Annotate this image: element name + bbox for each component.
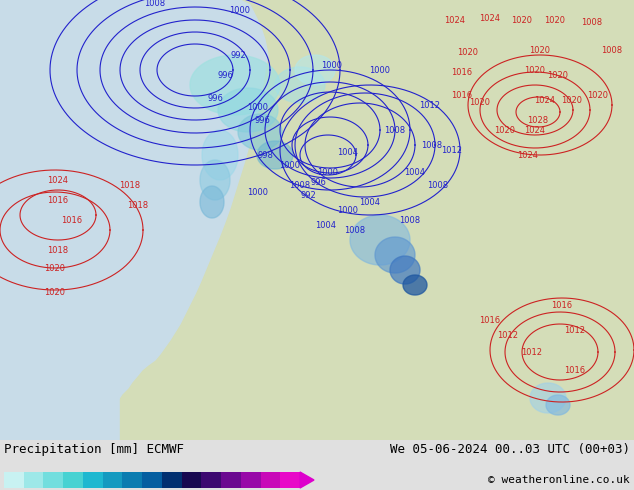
Bar [63,472,83,488]
Text: 996: 996 [207,94,223,102]
Text: 1016: 1016 [451,68,472,76]
Text: 1024: 1024 [524,125,545,135]
Text: 1024: 1024 [479,14,500,23]
Text: 1008: 1008 [602,46,623,54]
Text: 1020: 1020 [562,96,583,104]
Polygon shape [257,141,293,169]
Text: 1016: 1016 [564,366,586,374]
Text: 1000: 1000 [337,205,358,215]
Bar [4,472,23,488]
Polygon shape [300,472,314,488]
Text: 1000: 1000 [247,188,269,196]
Text: 1004: 1004 [404,168,425,176]
Text: 1012: 1012 [564,325,586,335]
Text: 1000: 1000 [321,60,342,70]
Text: 1028: 1028 [527,116,548,124]
Bar [44,472,63,488]
Text: 1000: 1000 [280,161,301,170]
Text: 1016: 1016 [451,91,472,99]
Bar [23,472,44,488]
Text: 1020: 1020 [458,48,479,56]
Text: 1000: 1000 [247,102,269,112]
Text: We 05-06-2024 00..03 UTC (00+03): We 05-06-2024 00..03 UTC (00+03) [390,443,630,456]
Text: 1008: 1008 [581,18,602,26]
Text: 1008: 1008 [145,0,165,7]
Bar [221,472,241,488]
Polygon shape [238,114,282,150]
Text: 1018: 1018 [119,180,141,190]
Text: 1008: 1008 [384,125,406,135]
Text: 992: 992 [300,191,316,199]
Text: 1008: 1008 [399,216,420,224]
Polygon shape [350,215,410,265]
Text: 1020: 1020 [44,288,65,296]
Text: 1016: 1016 [552,300,573,310]
Text: 996: 996 [310,177,326,187]
Polygon shape [546,395,570,415]
Bar [122,472,142,488]
Text: 1012: 1012 [522,347,543,357]
Polygon shape [390,256,420,284]
Text: 1012: 1012 [441,146,462,154]
Text: 1020: 1020 [470,98,491,106]
Text: 996: 996 [217,71,233,79]
Text: 1000: 1000 [370,66,391,74]
Text: 1008: 1008 [290,180,311,190]
Text: 1020: 1020 [524,66,545,74]
Text: 1008: 1008 [422,141,443,149]
Bar [280,472,300,488]
Text: 992: 992 [230,50,246,59]
Text: 1024: 1024 [48,175,68,185]
Text: 1004: 1004 [337,147,358,156]
Text: © weatheronline.co.uk: © weatheronline.co.uk [488,475,630,485]
Text: 1008: 1008 [427,180,449,190]
Text: 1012: 1012 [498,331,519,340]
Text: 1008: 1008 [344,225,366,235]
Text: 1020: 1020 [548,71,569,79]
Text: 1024: 1024 [534,96,555,104]
Polygon shape [200,160,230,200]
Text: 1004: 1004 [359,197,380,206]
Bar [181,472,202,488]
Text: 1016: 1016 [61,216,82,224]
Polygon shape [275,67,325,103]
Bar [261,472,280,488]
Text: 1020: 1020 [529,46,550,54]
Text: 996: 996 [254,116,270,124]
Text: 1012: 1012 [420,100,441,109]
Polygon shape [0,0,268,440]
Text: Precipitation [mm] ECMWF: Precipitation [mm] ECMWF [4,443,184,456]
Text: 1000: 1000 [230,5,250,15]
Text: 1024: 1024 [517,150,538,160]
Text: 1000: 1000 [318,168,339,176]
Polygon shape [295,55,335,85]
Text: 1020: 1020 [545,16,566,24]
Bar [83,472,103,488]
Text: 1024: 1024 [444,16,465,24]
Text: 998: 998 [257,150,273,160]
Polygon shape [375,237,415,273]
Text: 1020: 1020 [44,264,65,272]
Text: 1020: 1020 [495,125,515,135]
Polygon shape [530,383,566,413]
Text: 1018: 1018 [127,200,148,210]
Bar [202,472,221,488]
Text: 1020: 1020 [512,16,533,24]
Text: 1004: 1004 [316,220,337,229]
Text: 1018: 1018 [48,245,68,254]
Text: 1020: 1020 [588,91,609,99]
Bar [103,472,122,488]
Polygon shape [200,186,224,218]
Text: 1016: 1016 [48,196,68,204]
Polygon shape [120,0,634,440]
Polygon shape [190,55,280,115]
Polygon shape [218,88,278,132]
Bar [162,472,181,488]
Polygon shape [202,130,238,180]
Polygon shape [403,275,427,295]
Text: 1016: 1016 [479,316,501,324]
Bar [142,472,162,488]
Bar [241,472,261,488]
